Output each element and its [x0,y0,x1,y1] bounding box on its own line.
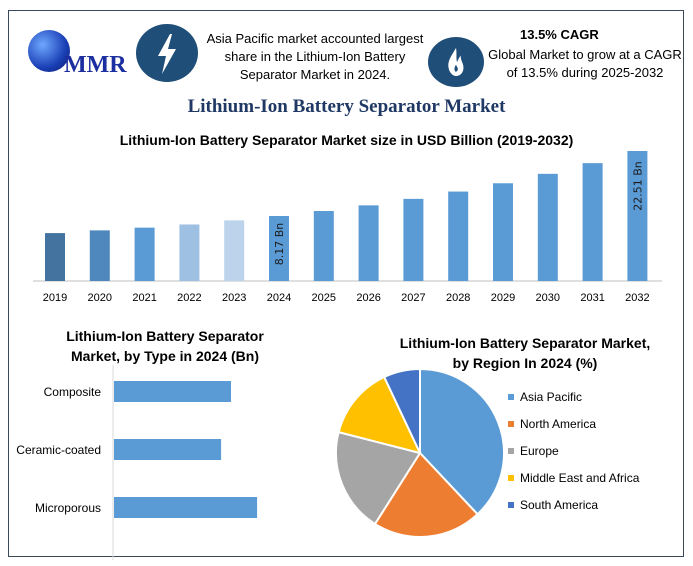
legend-swatch [508,394,514,400]
legend-label: Asia Pacific [520,390,583,404]
market-size-chart-title: Lithium-Ion Battery Separator Market siz… [119,132,574,148]
slice-south-america [382,367,421,454]
x-tick-label: 2032 [625,292,649,304]
x-tick-label: 2030 [536,292,560,304]
lightning-icon [136,24,198,82]
x-tick-label: 2029 [491,292,515,304]
slice-europe [335,430,422,526]
infographic-frame [8,10,684,557]
x-tick-label: 2021 [132,292,156,304]
x-tick-label: 2019 [43,292,67,304]
flame-icon [428,37,484,87]
legend-label: North America [520,417,597,431]
x-tick-label: 2023 [222,292,246,304]
cagr-title: 13.5% CAGR [520,27,599,42]
legend-item: North America [508,416,639,432]
x-tick-label: 2020 [88,292,112,304]
legend-label: Middle East and Africa [520,471,640,485]
category-label: Composite [44,385,102,399]
category-label: Microporous [35,501,101,515]
bar-2026 [358,205,379,281]
x-tick-label: 2022 [177,292,201,304]
bar-Microporous [114,497,258,518]
bar-2032 [627,150,648,281]
bar-2027 [403,198,424,281]
slice-asia-pacific [419,367,505,516]
legend-item: Middle East and Africa [508,470,639,486]
bar-2028 [448,191,469,281]
region-legend: Asia Pacific North America Europe Middle Ea… [508,389,639,524]
bar-2025 [313,211,334,281]
data-label: 8.17 Bn [273,223,286,266]
x-tick-label: 2024 [267,292,291,304]
type-chart-title: Lithium-Ion Battery Separator Market, by… [66,328,264,364]
category-label: Ceramic-coated [16,443,101,457]
legend-swatch [508,448,514,454]
legend-item: South America [508,497,639,513]
bar-2031 [582,163,603,281]
legend-item: Asia Pacific [508,389,639,405]
x-tick-label: 2027 [401,292,425,304]
bar-Composite [114,381,231,402]
bar-2030 [537,173,558,281]
bar-2024 [269,215,289,281]
market-size-bar-chart: 2019 2020 2021 2022 2023 2024 8.17 Bn 2025 2026 2… [33,150,662,304]
type-bar-chart: Composite Ceramic-coated Microporous [16,365,258,560]
legend-item: Europe [508,443,639,459]
legend-swatch [508,421,514,427]
legend-label: Europe [520,444,559,458]
region-chart-title: Lithium-Ion Battery Separator Market, by… [399,335,651,371]
bar-Ceramic-coated [114,439,222,460]
info-asia-pacific: Asia Pacific market accounted largest sh… [206,31,424,82]
bar-2020 [89,230,110,281]
slice-north-america [373,451,479,538]
bar-2021 [134,227,155,281]
region-pie-chart [335,367,505,538]
legend-label: South America [520,498,599,512]
bar-2029 [493,183,513,281]
x-tick-label: 2025 [312,292,336,304]
mmr-logo: MMR [22,28,132,88]
info-cagr: Global Market to grow at a CAGR of 13.5%… [488,47,682,80]
bar-2023 [224,220,245,281]
x-tick-label: 2028 [446,292,470,304]
x-tick-label: 2031 [580,292,604,304]
globe-icon [28,30,70,72]
legend-swatch [508,502,514,508]
page-title: Lithium-Ion Battery Separator Market [187,96,506,117]
slice-middle-east-and-africa [337,375,422,455]
data-label: 22.51 Bn [631,161,644,211]
bar-2019 [45,233,65,281]
bar-2022 [179,224,200,281]
logo-text: MMR [64,52,127,78]
legend-swatch [508,475,514,481]
x-tick-label: 2026 [356,292,380,304]
